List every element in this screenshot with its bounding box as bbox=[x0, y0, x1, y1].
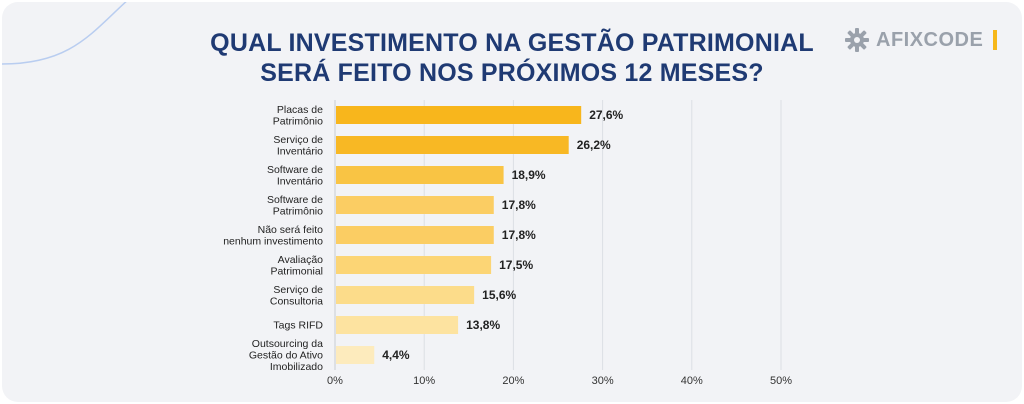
data-label: 17,5% bbox=[499, 258, 533, 272]
brand-logo: AFIXCODE bbox=[844, 26, 998, 54]
category-label: Serviço de Consultoria bbox=[270, 284, 323, 308]
bar bbox=[336, 346, 375, 364]
chart-title: QUAL INVESTIMENTO NA GESTÃO PATRIMONIAL … bbox=[182, 28, 842, 88]
data-label: 13,8% bbox=[466, 318, 500, 332]
category-label: Não será feito nenhum investimento bbox=[223, 224, 323, 248]
bar bbox=[336, 136, 569, 154]
logo-accent-bar bbox=[993, 30, 998, 50]
chart-title-line-2: SERÁ FEITO NOS PRÓXIMOS 12 MESES? bbox=[260, 59, 764, 87]
x-tick-label: 10% bbox=[413, 375, 435, 387]
category-label: Serviço de Inventário bbox=[273, 134, 323, 158]
category-label: Software de Patrimônio bbox=[267, 194, 323, 218]
x-tick-label: 20% bbox=[502, 375, 524, 387]
category-label: Outsourcing da Gestão do Ativo Imobilizado bbox=[249, 338, 323, 373]
category-label: Tags RIFD bbox=[273, 320, 323, 332]
logo-text: AFIXCODE bbox=[876, 28, 984, 51]
data-label: 27,6% bbox=[589, 108, 623, 122]
data-label: 17,8% bbox=[502, 228, 536, 242]
bar bbox=[336, 106, 582, 124]
bar bbox=[336, 256, 492, 274]
decorative-curve bbox=[2, 2, 127, 65]
bar bbox=[336, 286, 475, 304]
bar bbox=[336, 226, 494, 244]
data-label: 4,4% bbox=[382, 348, 410, 362]
data-label: 15,6% bbox=[482, 288, 516, 302]
data-label: 18,9% bbox=[512, 168, 546, 182]
bar bbox=[336, 166, 504, 184]
x-tick-label: 30% bbox=[592, 375, 614, 387]
bar bbox=[336, 316, 459, 334]
x-tick-label: 40% bbox=[681, 375, 703, 387]
x-tick-label: 0% bbox=[327, 375, 343, 387]
bar bbox=[336, 196, 494, 214]
category-label: Placas de Patrimônio bbox=[273, 104, 323, 128]
chart-title-line-1: QUAL INVESTIMENTO NA GESTÃO PATRIMONIAL bbox=[210, 29, 814, 57]
category-label: Software de Inventário bbox=[267, 164, 323, 188]
x-tick-label: 50% bbox=[770, 375, 792, 387]
data-label: 26,2% bbox=[577, 138, 611, 152]
gear-icon bbox=[845, 28, 869, 52]
data-label: 17,8% bbox=[502, 198, 536, 212]
category-label: Avaliação Patrimonial bbox=[270, 254, 323, 278]
